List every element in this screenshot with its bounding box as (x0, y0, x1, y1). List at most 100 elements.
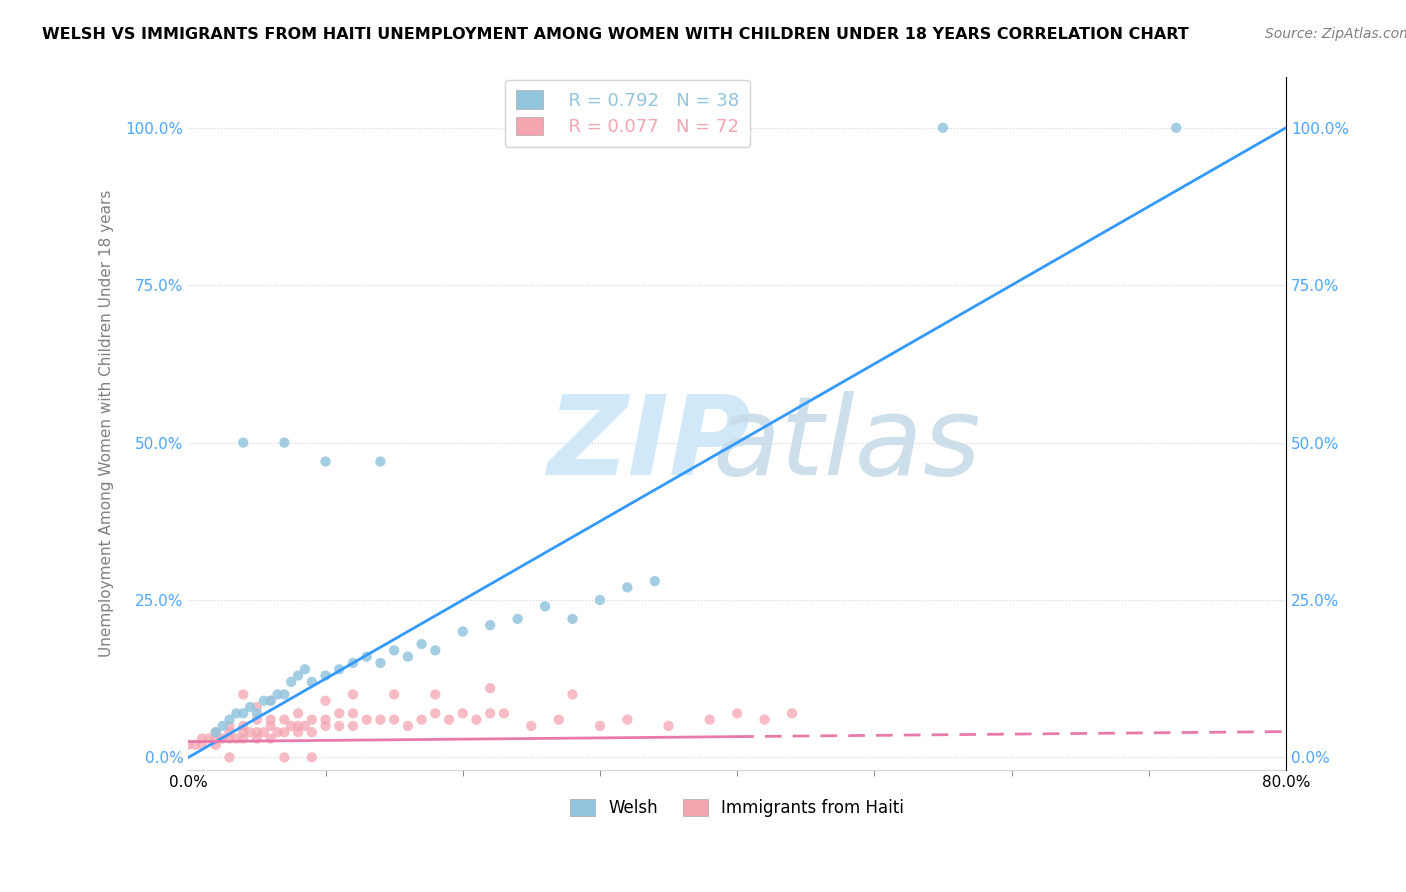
Point (425, 688, 447, 702)
Point (294, 662, 316, 676)
Point (411, 713, 433, 727)
Point (266, 688, 288, 702)
Point (246, 700, 269, 714)
Legend: Welsh, Immigrants from Haiti: Welsh, Immigrants from Haiti (564, 792, 911, 824)
Point (204, 725, 226, 739)
Point (225, 731, 247, 746)
Point (396, 719, 419, 733)
Point (287, 725, 309, 739)
Point (382, 713, 405, 727)
Point (616, 713, 638, 727)
Text: ZIP: ZIP (547, 391, 751, 498)
Point (465, 713, 488, 727)
Point (198, 731, 221, 746)
Point (232, 688, 254, 702)
Point (211, 719, 233, 733)
Y-axis label: Unemployment Among Women with Children Under 18 years: Unemployment Among Women with Children U… (100, 190, 114, 657)
Point (225, 706, 247, 721)
Point (259, 719, 281, 733)
Text: Source: ZipAtlas.com: Source: ZipAtlas.com (1265, 27, 1406, 41)
Point (356, 713, 378, 727)
Point (301, 750, 323, 764)
Point (218, 725, 240, 739)
Point (451, 624, 474, 639)
Point (218, 750, 240, 764)
Point (273, 725, 295, 739)
Point (370, 454, 392, 468)
Point (534, 599, 557, 614)
Point (232, 435, 254, 450)
Point (259, 731, 281, 746)
Point (382, 643, 405, 657)
Point (699, 713, 721, 727)
Point (382, 688, 405, 702)
Point (232, 706, 254, 721)
Point (239, 700, 262, 714)
Point (266, 725, 288, 739)
Point (280, 674, 302, 689)
Point (184, 738, 207, 752)
Point (287, 668, 309, 682)
Point (520, 719, 543, 733)
Point (253, 694, 276, 708)
Point (273, 688, 295, 702)
Point (1166, 120, 1188, 135)
Text: atlas: atlas (713, 391, 981, 498)
Point (246, 713, 269, 727)
Point (232, 731, 254, 746)
Point (315, 668, 337, 682)
Point (191, 738, 214, 752)
Point (932, 120, 955, 135)
Point (328, 662, 350, 676)
Point (370, 656, 392, 670)
Point (294, 719, 316, 733)
Point (232, 725, 254, 739)
Point (273, 713, 295, 727)
Point (589, 593, 612, 607)
Point (342, 656, 364, 670)
Point (246, 725, 269, 739)
Point (342, 688, 364, 702)
Point (780, 706, 803, 721)
Point (315, 713, 337, 727)
Point (218, 713, 240, 727)
Point (259, 694, 281, 708)
Point (425, 706, 447, 721)
Point (218, 719, 240, 733)
Point (246, 706, 269, 721)
Point (301, 713, 323, 727)
Point (725, 706, 748, 721)
Point (616, 581, 638, 595)
Point (328, 706, 350, 721)
Point (211, 731, 233, 746)
Point (356, 649, 378, 664)
Point (177, 738, 200, 752)
Point (370, 713, 392, 727)
Point (561, 688, 583, 702)
Point (273, 435, 295, 450)
Point (204, 731, 226, 746)
Point (754, 713, 776, 727)
Point (204, 725, 226, 739)
Point (315, 719, 337, 733)
Point (328, 719, 350, 733)
Point (425, 643, 447, 657)
Point (479, 618, 502, 632)
Point (301, 725, 323, 739)
Point (301, 674, 323, 689)
Point (547, 713, 569, 727)
Point (232, 719, 254, 733)
Point (273, 750, 295, 764)
Point (342, 719, 364, 733)
Text: WELSH VS IMMIGRANTS FROM HAITI UNEMPLOYMENT AMONG WOMEN WITH CHILDREN UNDER 18 Y: WELSH VS IMMIGRANTS FROM HAITI UNEMPLOYM… (42, 27, 1189, 42)
Point (246, 731, 269, 746)
Point (479, 706, 502, 721)
Point (287, 719, 309, 733)
Point (437, 713, 460, 727)
Point (259, 694, 281, 708)
Point (451, 706, 474, 721)
Point (259, 713, 281, 727)
Point (218, 731, 240, 746)
Point (506, 612, 529, 626)
Point (492, 706, 515, 721)
